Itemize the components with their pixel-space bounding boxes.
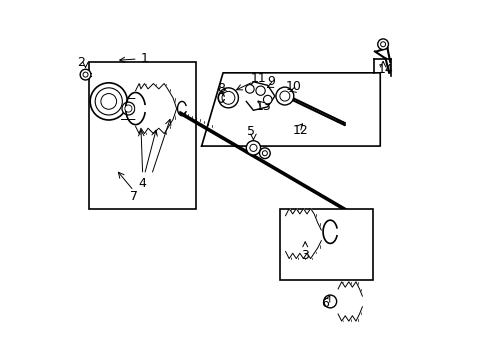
Text: 13: 13 xyxy=(255,100,270,113)
Text: 7: 7 xyxy=(129,190,138,203)
Circle shape xyxy=(245,85,254,93)
Circle shape xyxy=(255,86,264,95)
Text: 5: 5 xyxy=(247,125,255,138)
Bar xyxy=(280,208,372,280)
Text: 2: 2 xyxy=(77,55,85,69)
Circle shape xyxy=(83,72,88,77)
Polygon shape xyxy=(201,73,380,146)
Circle shape xyxy=(377,39,387,50)
Circle shape xyxy=(275,87,293,105)
Text: 11: 11 xyxy=(250,72,266,85)
Polygon shape xyxy=(246,82,274,111)
Circle shape xyxy=(262,151,267,156)
Text: 1: 1 xyxy=(120,52,148,65)
Text: 9: 9 xyxy=(267,75,275,88)
Text: 12: 12 xyxy=(292,124,308,137)
Text: 3: 3 xyxy=(301,242,308,261)
Circle shape xyxy=(95,88,122,115)
Text: 8: 8 xyxy=(217,82,225,95)
Circle shape xyxy=(279,91,289,101)
Bar xyxy=(89,62,196,208)
Circle shape xyxy=(380,42,385,47)
Circle shape xyxy=(90,83,127,120)
Circle shape xyxy=(246,141,260,155)
Text: 4: 4 xyxy=(139,177,146,190)
Circle shape xyxy=(101,94,116,109)
Circle shape xyxy=(80,69,91,80)
Circle shape xyxy=(259,148,270,158)
Text: 14: 14 xyxy=(377,63,393,76)
Circle shape xyxy=(263,95,271,104)
Circle shape xyxy=(122,102,135,115)
Circle shape xyxy=(323,295,336,308)
Circle shape xyxy=(124,105,132,112)
Circle shape xyxy=(222,91,234,104)
Text: 10: 10 xyxy=(285,80,301,93)
Circle shape xyxy=(218,88,238,108)
Text: 6: 6 xyxy=(321,297,328,310)
Circle shape xyxy=(249,144,257,152)
